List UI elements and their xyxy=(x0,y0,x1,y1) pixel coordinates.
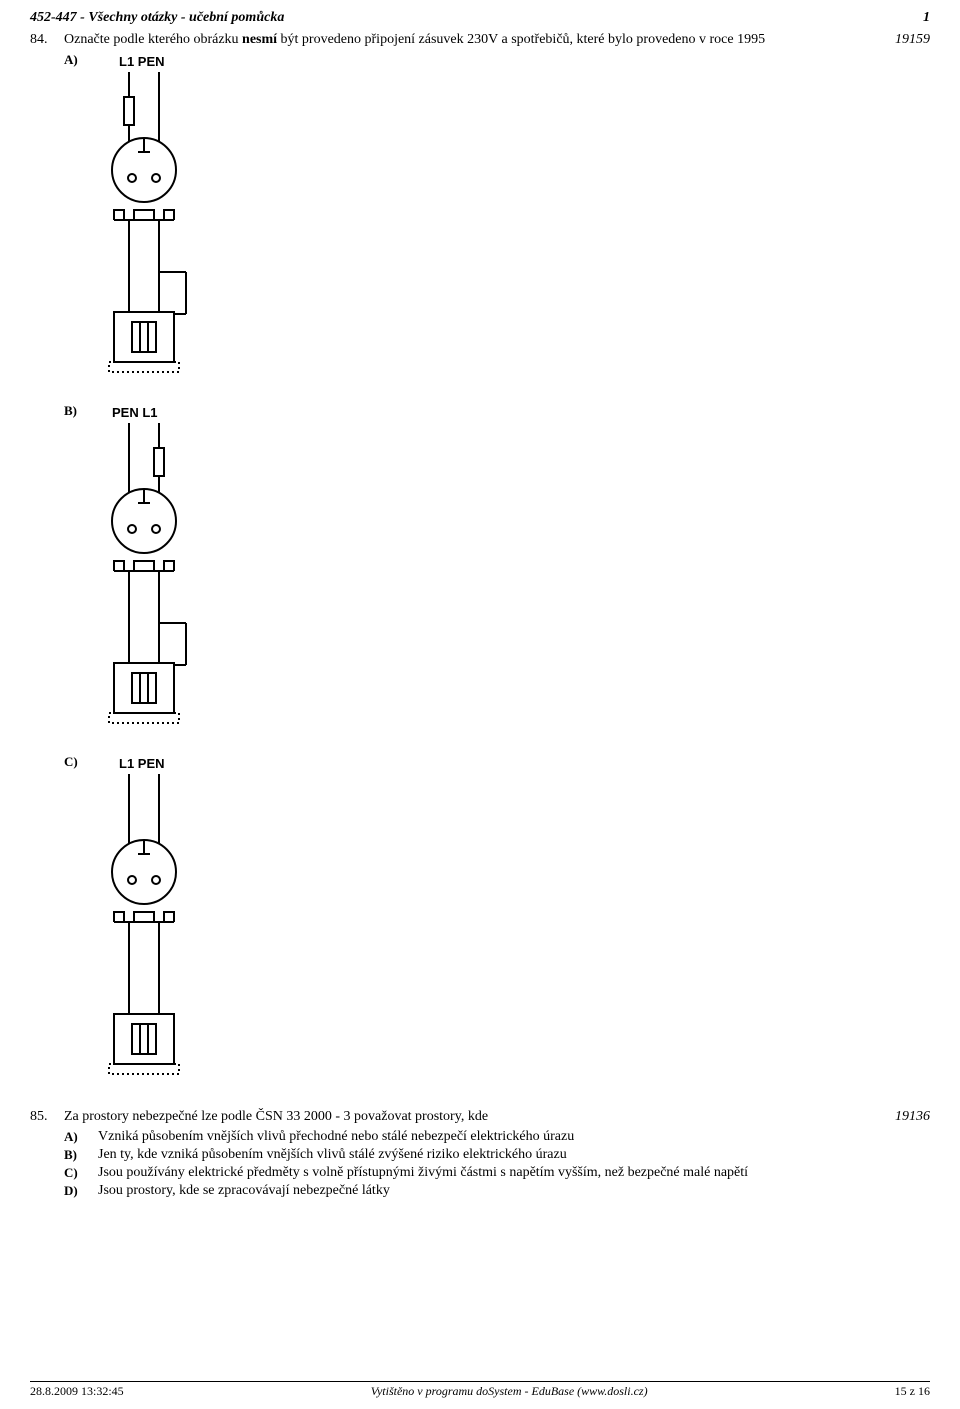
q85-id: 19136 xyxy=(870,1109,930,1125)
q85-number: 85. xyxy=(30,1109,64,1125)
footer-page: 15 z 16 xyxy=(895,1384,930,1399)
diagram-b-label: PEN L1 xyxy=(112,405,158,420)
q84-diagram-b: PEN L1 xyxy=(74,403,234,748)
page-number-top: 1 xyxy=(923,10,930,26)
q84-number: 84. xyxy=(30,32,64,48)
q84-opt-c-label: C) xyxy=(30,754,64,770)
q85-answer-d: D) Jsou prostory, kde se zpracovávají ne… xyxy=(64,1183,930,1199)
q85-answer-b: B) Jen ty, kde vzniká působením vnějších… xyxy=(64,1147,930,1163)
q84-opt-b-label: B) xyxy=(30,403,64,419)
answer-text: Jsou používány elektrické předměty s vol… xyxy=(98,1165,930,1181)
q84-text: Označte podle kterého obrázku nesmí být … xyxy=(64,32,870,48)
answer-text: Jen ty, kde vzniká působením vnějších vl… xyxy=(98,1147,930,1163)
q84-text-before: Označte podle kterého obrázku xyxy=(64,32,242,47)
q84-text-bold: nesmí xyxy=(242,32,277,47)
q85-text: Za prostory nebezpečné lze podle ČSN 33 … xyxy=(64,1109,870,1125)
answer-label: D) xyxy=(64,1183,98,1199)
answer-label: A) xyxy=(64,1129,98,1145)
q84-opt-a-label: A) xyxy=(30,52,64,68)
footer-timestamp: 28.8.2009 13:32:45 xyxy=(30,1384,124,1399)
answer-text: Jsou prostory, kde se zpracovávají nebez… xyxy=(98,1183,930,1199)
q84-diagram-c: L1 PEN xyxy=(74,754,234,1099)
q84-id: 19159 xyxy=(870,32,930,48)
footer-source: Vytištěno v programu doSystem - EduBase … xyxy=(371,1384,648,1399)
q84-text-after: být provedeno připojení zásuvek 230V a s… xyxy=(277,32,765,47)
answer-label: B) xyxy=(64,1147,98,1163)
doc-title: 452-447 - Všechny otázky - učební pomůck… xyxy=(30,10,284,26)
diagram-c-label: L1 PEN xyxy=(119,756,165,771)
answer-label: C) xyxy=(64,1165,98,1181)
q85-answer-c: C) Jsou používány elektrické předměty s … xyxy=(64,1165,930,1181)
q84-diagram-a: L1 PEN xyxy=(74,52,234,397)
answer-text: Vzniká působením vnějších vlivů přechodn… xyxy=(98,1129,930,1145)
diagram-a-label: L1 PEN xyxy=(119,54,165,69)
q85-answer-a: A) Vzniká působením vnějších vlivů přech… xyxy=(64,1129,930,1145)
